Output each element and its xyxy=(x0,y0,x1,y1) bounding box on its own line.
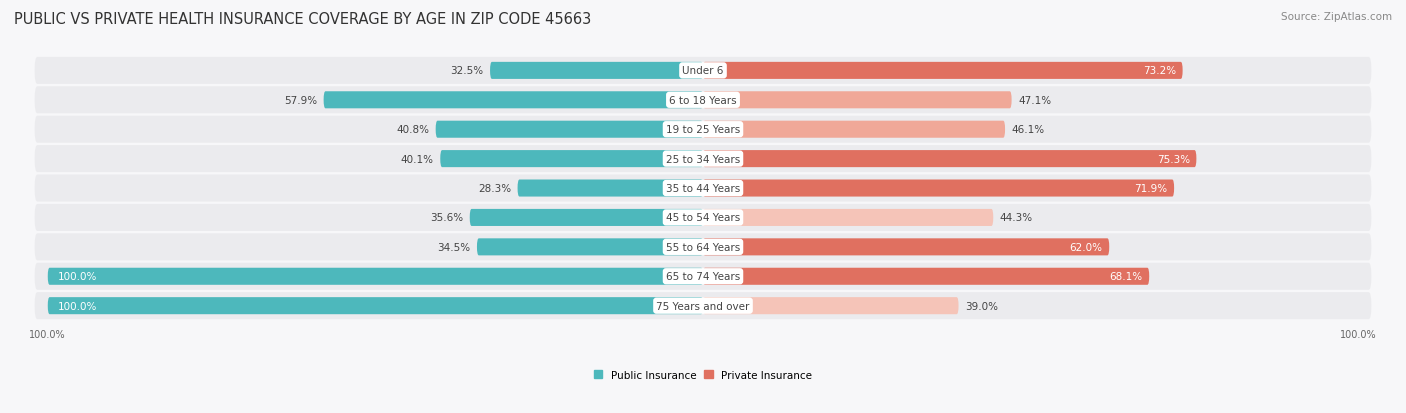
Text: 32.5%: 32.5% xyxy=(450,66,484,76)
FancyBboxPatch shape xyxy=(517,180,703,197)
FancyBboxPatch shape xyxy=(323,92,703,109)
Text: 73.2%: 73.2% xyxy=(1143,66,1175,76)
FancyBboxPatch shape xyxy=(35,146,1371,173)
Text: 75.3%: 75.3% xyxy=(1157,154,1189,164)
FancyBboxPatch shape xyxy=(35,58,1371,85)
Text: 65 to 74 Years: 65 to 74 Years xyxy=(666,272,740,282)
Text: Under 6: Under 6 xyxy=(682,66,724,76)
FancyBboxPatch shape xyxy=(440,151,703,168)
Text: 45 to 54 Years: 45 to 54 Years xyxy=(666,213,740,223)
Text: 28.3%: 28.3% xyxy=(478,184,510,194)
FancyBboxPatch shape xyxy=(703,180,1174,197)
FancyBboxPatch shape xyxy=(48,268,703,285)
Text: 68.1%: 68.1% xyxy=(1109,272,1143,282)
FancyBboxPatch shape xyxy=(703,209,993,226)
Text: 75 Years and over: 75 Years and over xyxy=(657,301,749,311)
Text: 39.0%: 39.0% xyxy=(965,301,998,311)
Text: 100.0%: 100.0% xyxy=(58,272,97,282)
Text: 100.0%: 100.0% xyxy=(58,301,97,311)
Legend: Public Insurance, Private Insurance: Public Insurance, Private Insurance xyxy=(593,370,813,380)
Text: 55 to 64 Years: 55 to 64 Years xyxy=(666,242,740,252)
Text: 40.8%: 40.8% xyxy=(396,125,429,135)
FancyBboxPatch shape xyxy=(35,234,1371,261)
FancyBboxPatch shape xyxy=(703,151,1197,168)
FancyBboxPatch shape xyxy=(436,121,703,138)
FancyBboxPatch shape xyxy=(703,297,959,314)
Text: 19 to 25 Years: 19 to 25 Years xyxy=(666,125,740,135)
FancyBboxPatch shape xyxy=(477,239,703,256)
FancyBboxPatch shape xyxy=(703,239,1109,256)
FancyBboxPatch shape xyxy=(703,268,1149,285)
Text: 6 to 18 Years: 6 to 18 Years xyxy=(669,95,737,106)
Text: 47.1%: 47.1% xyxy=(1018,95,1052,106)
FancyBboxPatch shape xyxy=(35,263,1371,290)
Text: 35.6%: 35.6% xyxy=(430,213,463,223)
Text: 44.3%: 44.3% xyxy=(1000,213,1033,223)
Text: 46.1%: 46.1% xyxy=(1012,125,1045,135)
FancyBboxPatch shape xyxy=(35,292,1371,319)
FancyBboxPatch shape xyxy=(491,63,703,80)
Text: PUBLIC VS PRIVATE HEALTH INSURANCE COVERAGE BY AGE IN ZIP CODE 45663: PUBLIC VS PRIVATE HEALTH INSURANCE COVER… xyxy=(14,12,592,27)
FancyBboxPatch shape xyxy=(35,116,1371,143)
FancyBboxPatch shape xyxy=(48,297,703,314)
Text: 40.1%: 40.1% xyxy=(401,154,433,164)
Text: 57.9%: 57.9% xyxy=(284,95,318,106)
Text: 25 to 34 Years: 25 to 34 Years xyxy=(666,154,740,164)
Text: 35 to 44 Years: 35 to 44 Years xyxy=(666,184,740,194)
FancyBboxPatch shape xyxy=(703,92,1012,109)
FancyBboxPatch shape xyxy=(35,87,1371,114)
Text: 62.0%: 62.0% xyxy=(1070,242,1102,252)
FancyBboxPatch shape xyxy=(35,204,1371,231)
FancyBboxPatch shape xyxy=(703,121,1005,138)
Text: 71.9%: 71.9% xyxy=(1135,184,1167,194)
Text: Source: ZipAtlas.com: Source: ZipAtlas.com xyxy=(1281,12,1392,22)
FancyBboxPatch shape xyxy=(35,175,1371,202)
Text: 34.5%: 34.5% xyxy=(437,242,471,252)
FancyBboxPatch shape xyxy=(703,63,1182,80)
FancyBboxPatch shape xyxy=(470,209,703,226)
